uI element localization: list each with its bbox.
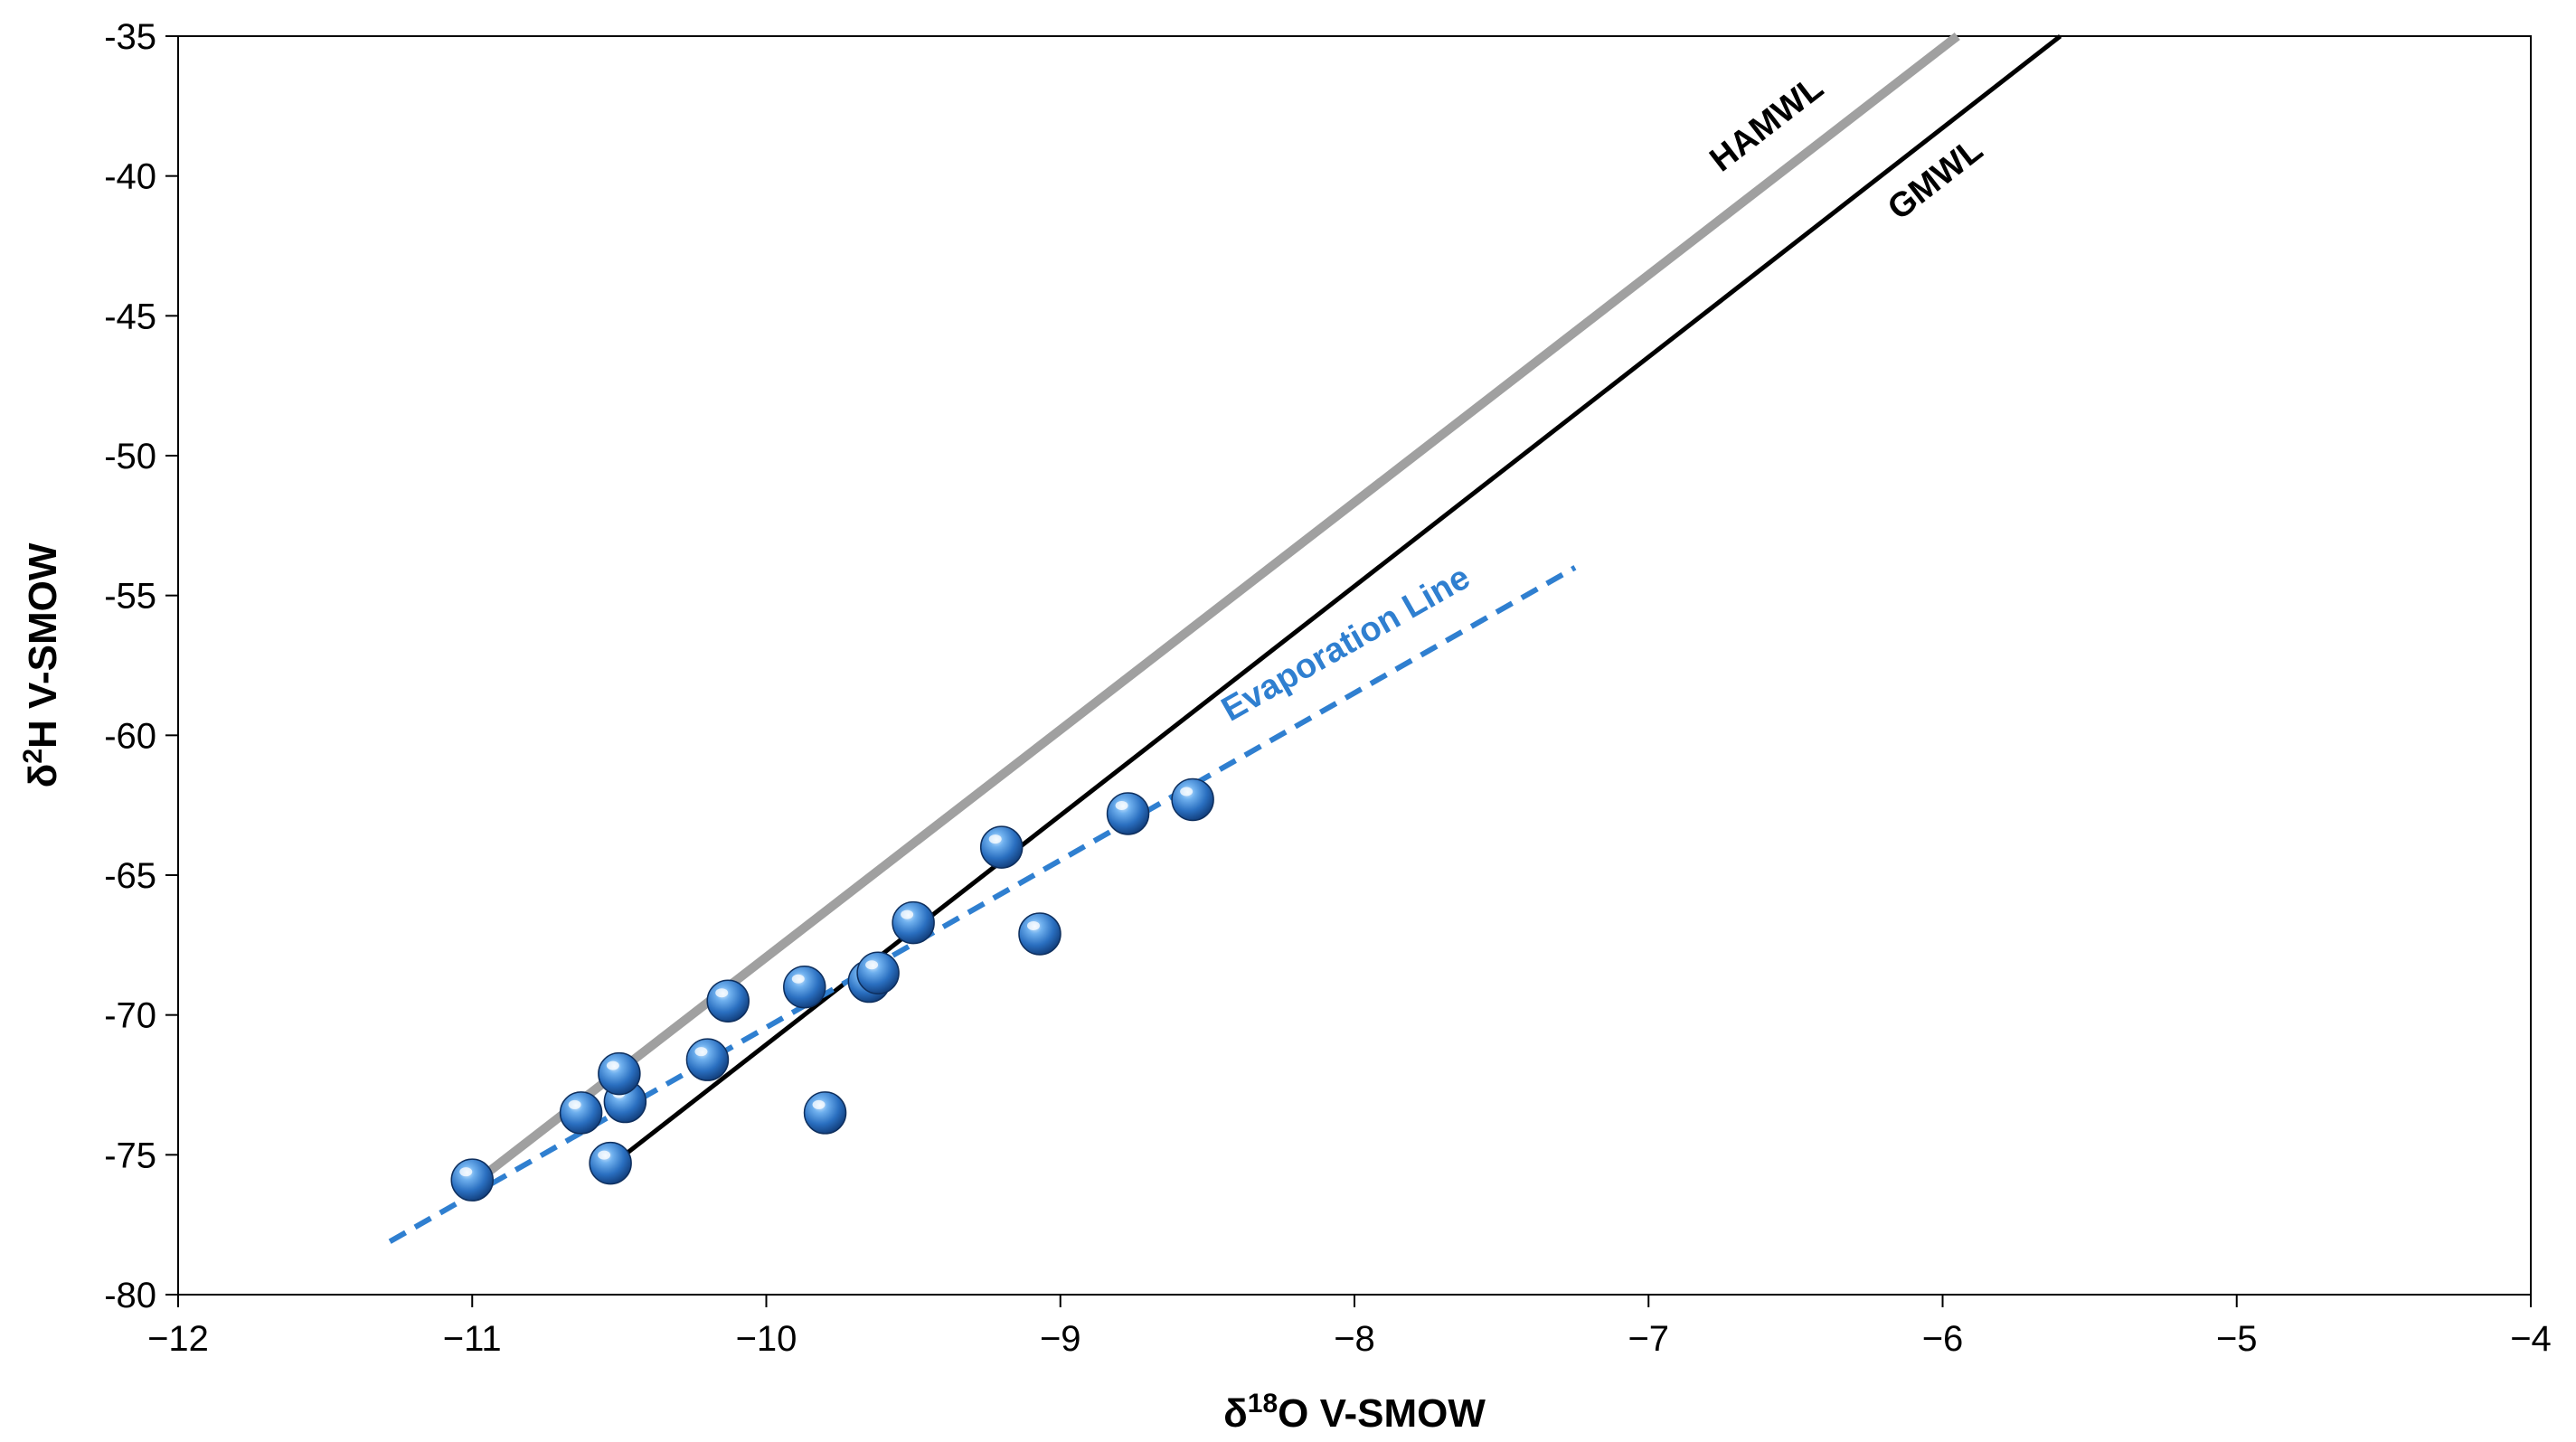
data-point-highlight xyxy=(459,1167,473,1177)
x-tick-label: −11 xyxy=(443,1319,502,1359)
data-point-sphere xyxy=(1018,912,1062,956)
data-points xyxy=(450,778,1214,1202)
data-point xyxy=(1106,792,1150,835)
data-point-sphere xyxy=(598,1051,641,1096)
line-label-gmwl: GMWL xyxy=(1881,131,1990,228)
data-point-sphere xyxy=(1171,778,1214,822)
x-tick-label: −12 xyxy=(147,1319,209,1359)
y-tick-label: -35 xyxy=(104,17,156,57)
y-tick-label: -45 xyxy=(104,297,156,336)
x-tick-label: −4 xyxy=(2510,1319,2552,1359)
data-point-highlight xyxy=(812,1099,826,1109)
data-point-sphere xyxy=(892,900,935,945)
data-point xyxy=(803,1091,847,1135)
data-point-sphere xyxy=(979,825,1024,869)
y-tick-label: -75 xyxy=(104,1136,156,1175)
data-point xyxy=(598,1051,641,1096)
data-point-sphere xyxy=(1106,792,1150,835)
series-line-evaporation-line xyxy=(388,565,1577,1244)
data-point xyxy=(706,979,750,1023)
data-point-highlight xyxy=(715,988,729,998)
data-point-highlight xyxy=(901,909,914,919)
series-lines xyxy=(388,33,2062,1244)
data-point xyxy=(1171,778,1214,822)
data-point-sphere xyxy=(685,1038,730,1081)
x-axis-title: δ18O V-SMOW xyxy=(1223,1389,1486,1436)
data-point-highlight xyxy=(568,1099,581,1109)
data-point xyxy=(979,825,1024,869)
data-point xyxy=(450,1158,494,1202)
axes: −12 −11 −10 −9 −8 −7 −6 −5 −4 -80 -75 -70 -65 -60 -55 -… xyxy=(104,17,2552,1359)
data-point xyxy=(685,1038,730,1081)
x-tick-label: −8 xyxy=(1334,1319,1375,1359)
y-tick-label: -80 xyxy=(104,1276,156,1315)
x-tick-label: −7 xyxy=(1628,1319,1669,1359)
plot-area-border xyxy=(177,35,2532,1296)
x-tick-label: −6 xyxy=(1922,1319,1964,1359)
data-point xyxy=(589,1141,632,1185)
series-line-hamwl xyxy=(475,33,1960,1184)
y-axis-title: δ2H V-SMOW xyxy=(18,542,65,787)
x-tick-label: −9 xyxy=(1040,1319,1081,1359)
data-point-highlight xyxy=(1115,800,1128,810)
data-point-highlight xyxy=(598,1150,611,1160)
data-point xyxy=(856,951,900,995)
data-point-highlight xyxy=(606,1060,619,1070)
x-tick-label: −10 xyxy=(736,1319,797,1359)
data-point-highlight xyxy=(1026,920,1040,930)
data-point-highlight xyxy=(1180,787,1194,796)
data-point-sphere xyxy=(589,1141,632,1185)
data-point xyxy=(783,965,826,1009)
data-point-sphere xyxy=(450,1158,494,1202)
y-tick-label: -65 xyxy=(104,856,156,896)
y-tick-label: -70 xyxy=(104,996,156,1036)
data-point-sphere xyxy=(856,951,900,995)
data-point xyxy=(1018,912,1062,956)
series-line-gmwl xyxy=(609,34,2062,1168)
data-point-highlight xyxy=(694,1047,708,1057)
data-point-highlight xyxy=(791,974,805,984)
data-point-highlight xyxy=(988,834,1002,844)
data-point-sphere xyxy=(783,965,826,1009)
y-tick-label: -40 xyxy=(104,157,156,197)
data-point-sphere xyxy=(559,1091,603,1135)
y-tick-label: -50 xyxy=(104,437,156,476)
data-point xyxy=(559,1091,603,1135)
x-tick-label: −5 xyxy=(2216,1319,2258,1359)
y-tick-label: -60 xyxy=(104,716,156,756)
data-point-sphere xyxy=(706,979,750,1023)
data-point xyxy=(892,900,935,945)
y-tick-label: -55 xyxy=(104,577,156,617)
data-point-sphere xyxy=(803,1091,847,1135)
axis-titles: δ18O V-SMOW δ2H V-SMOW xyxy=(18,542,1486,1436)
data-point-highlight xyxy=(865,960,879,970)
line-label-hamwl: HAMWL xyxy=(1703,69,1831,179)
